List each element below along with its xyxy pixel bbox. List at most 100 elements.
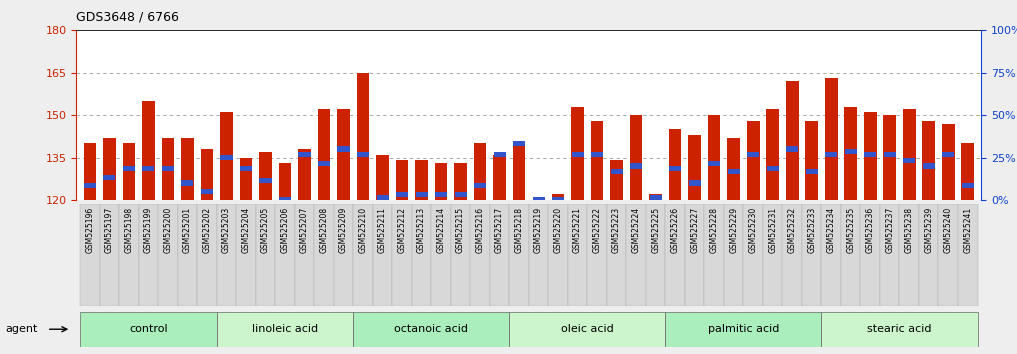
Bar <box>610 160 623 200</box>
Bar <box>825 78 838 200</box>
Bar <box>746 121 760 200</box>
Text: GDS3648 / 6766: GDS3648 / 6766 <box>76 10 179 23</box>
Bar <box>631 164 642 169</box>
Bar <box>884 115 896 200</box>
Text: GSM525202: GSM525202 <box>202 207 212 253</box>
Text: GSM525219: GSM525219 <box>534 207 543 253</box>
Bar <box>513 141 525 146</box>
Text: GSM525205: GSM525205 <box>261 207 270 253</box>
Bar <box>548 204 567 306</box>
Bar <box>181 181 193 185</box>
Text: palmitic acid: palmitic acid <box>708 324 779 334</box>
Bar <box>142 101 155 200</box>
Bar <box>805 169 818 174</box>
Bar <box>767 166 779 171</box>
Bar <box>455 163 467 200</box>
Text: GSM525234: GSM525234 <box>827 207 836 253</box>
Bar <box>552 198 564 202</box>
Bar <box>396 160 409 200</box>
Bar <box>83 143 97 200</box>
Bar <box>221 155 233 160</box>
Bar <box>649 194 662 200</box>
Text: GSM525206: GSM525206 <box>281 207 290 253</box>
Bar <box>727 138 740 200</box>
Bar <box>567 204 588 306</box>
Bar <box>162 166 174 171</box>
Bar <box>942 124 955 200</box>
Text: GSM525196: GSM525196 <box>85 207 95 253</box>
Bar <box>588 204 607 306</box>
Bar <box>123 166 135 171</box>
Bar <box>708 115 720 200</box>
Bar <box>376 195 388 200</box>
Bar <box>298 149 311 200</box>
Text: GSM525236: GSM525236 <box>865 207 875 253</box>
Bar <box>727 169 739 174</box>
Text: GSM525217: GSM525217 <box>495 207 504 253</box>
Text: GSM525214: GSM525214 <box>436 207 445 253</box>
Bar <box>650 195 662 200</box>
Bar <box>434 163 447 200</box>
Bar <box>314 204 334 306</box>
Text: GSM525209: GSM525209 <box>339 207 348 253</box>
Bar <box>393 204 412 306</box>
Bar <box>162 138 174 200</box>
Bar <box>493 152 505 157</box>
Bar <box>607 204 626 306</box>
Bar <box>724 204 743 306</box>
Bar <box>490 204 510 306</box>
Bar <box>80 312 217 347</box>
Bar <box>689 181 701 185</box>
Bar <box>317 109 331 200</box>
Bar <box>217 204 236 306</box>
Bar <box>470 204 490 306</box>
Bar <box>104 175 116 180</box>
Text: GSM525232: GSM525232 <box>788 207 796 253</box>
Bar <box>841 204 860 306</box>
Bar <box>903 109 915 200</box>
Bar <box>201 189 213 194</box>
Bar <box>84 183 96 188</box>
Bar <box>197 204 217 306</box>
Bar <box>880 204 899 306</box>
Bar <box>825 152 837 157</box>
Bar <box>119 204 138 306</box>
Text: GSM525226: GSM525226 <box>670 207 679 253</box>
Text: GSM525229: GSM525229 <box>729 207 738 253</box>
Text: control: control <box>129 324 168 334</box>
Bar <box>689 135 701 200</box>
Bar <box>899 204 919 306</box>
Text: GSM525199: GSM525199 <box>144 207 153 253</box>
Bar <box>767 109 779 200</box>
Bar <box>864 152 877 157</box>
Bar <box>416 192 427 197</box>
Bar <box>217 312 353 347</box>
Bar <box>922 164 935 169</box>
Bar <box>200 149 214 200</box>
Bar <box>259 152 272 200</box>
Text: GSM525220: GSM525220 <box>553 207 562 253</box>
Bar <box>510 204 529 306</box>
Bar <box>357 152 369 157</box>
Bar <box>431 204 451 306</box>
Bar <box>684 204 705 306</box>
Bar <box>259 178 272 183</box>
Text: GSM525215: GSM525215 <box>456 207 465 253</box>
Text: GSM525222: GSM525222 <box>593 207 602 253</box>
Bar <box>334 204 353 306</box>
Bar <box>591 152 603 157</box>
Bar <box>747 152 760 157</box>
Bar <box>474 143 486 200</box>
Text: GSM525200: GSM525200 <box>164 207 173 253</box>
Bar <box>863 112 877 200</box>
Bar <box>123 143 135 200</box>
Bar <box>782 204 802 306</box>
Text: GSM525235: GSM525235 <box>846 207 855 253</box>
Text: GSM525233: GSM525233 <box>807 207 817 253</box>
Text: GSM525240: GSM525240 <box>944 207 953 253</box>
Text: GSM525218: GSM525218 <box>515 207 524 253</box>
Bar <box>279 163 291 200</box>
Bar <box>474 183 486 188</box>
Bar <box>962 183 973 188</box>
Text: GSM525197: GSM525197 <box>105 207 114 253</box>
